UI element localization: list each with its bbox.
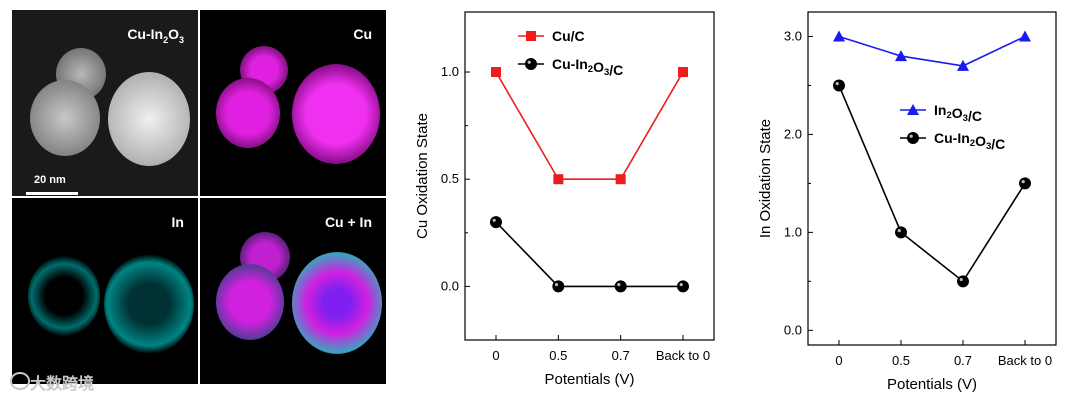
watermark-logo-icon — [10, 372, 30, 390]
cu-map-panel: Cu — [200, 10, 386, 196]
in-legend-1-marker — [908, 133, 919, 144]
in-legend-1-label: Cu-In2O3/C — [934, 130, 1005, 152]
in-series-1-point-1-highlight — [898, 229, 901, 232]
panel-label-in: In — [172, 214, 184, 230]
cu-series-1-point-3 — [678, 281, 689, 292]
in-series-1-point-0 — [834, 80, 845, 91]
in-ytick-label-1: 1.0 — [784, 224, 802, 239]
cu-ytick-label-1: 0.5 — [441, 171, 459, 186]
cu-xtick-label-3: Back to 0 — [656, 348, 710, 363]
watermark: 大数跨境 — [30, 370, 94, 394]
cu-legend-1-label: Cu-In2O3/C — [552, 56, 623, 78]
cu-legend-0-label: Cu/C — [552, 28, 585, 44]
cu-series-0-line — [496, 72, 683, 179]
panel-label-cu-plus-in: Cu + In — [325, 214, 372, 230]
in-series-1-point-3 — [1020, 178, 1031, 189]
in-legend-0-label: In2O3/C — [934, 102, 982, 124]
in-series-1-point-2-highlight — [960, 278, 963, 281]
cu-plot-frame — [465, 12, 714, 340]
scale-bar-label: 20 nm — [34, 174, 66, 186]
in-series-0-point-0 — [833, 30, 845, 41]
panel-label-cu-in2o3: Cu-In2O3 — [127, 26, 184, 45]
in-series-1-point-1 — [896, 227, 907, 238]
panel-label-cu: Cu — [353, 26, 372, 42]
cu-xtick-label-1: 0.5 — [549, 348, 567, 363]
in-xtick-label-2: 0.7 — [954, 353, 972, 368]
cu-ytick-label-0: 0.0 — [441, 278, 459, 293]
cu-oxidation-chart: 0.0 0.5 1.0 0 0.5 0.7 Back to 0 Potentials (V) C… — [400, 0, 730, 402]
cu-series-0-point-2 — [616, 174, 626, 184]
in-plot-frame — [808, 12, 1056, 345]
cu-series-0-point-3 — [678, 67, 688, 77]
cu-xtick-label-2: 0.7 — [612, 348, 630, 363]
in-xtick-label-1: 0.5 — [892, 353, 910, 368]
cu-xlabel: Potentials (V) — [544, 371, 634, 388]
in-xlabel: Potentials (V) — [887, 376, 977, 393]
in-xtick-label-0: 0 — [835, 353, 842, 368]
in-xtick-label-3: Back to 0 — [998, 353, 1052, 368]
in-map-panel: In — [12, 198, 198, 384]
in-oxidation-chart: 0.0 1.0 2.0 3.0 0 0.5 0.7 Back to 0 Potentials (… — [740, 0, 1080, 402]
in-series-1-line — [839, 85, 1025, 281]
cu-series-1-point-1 — [553, 281, 564, 292]
cu-series-1-point-2-highlight — [617, 283, 620, 286]
cu-legend-0-marker — [526, 31, 536, 41]
cu-series-1-line — [496, 222, 683, 286]
cu-legend-1-marker-highlight — [528, 61, 531, 64]
cu-series-0-point-0 — [491, 67, 501, 77]
cu-xtick-label-0: 0 — [492, 348, 499, 363]
in-ylabel: In Oxidation State — [757, 119, 774, 238]
in-ytick-label-0: 0.0 — [784, 322, 802, 337]
in-series-1-point-3-highlight — [1022, 180, 1025, 183]
in-ytick-label-2: 2.0 — [784, 126, 802, 141]
cu-series-1-point-0-highlight — [493, 219, 496, 222]
in-series-0-line — [839, 36, 1025, 65]
overlay-map-panel: Cu + In — [200, 198, 386, 384]
cu-legend-1-marker — [526, 59, 537, 70]
scale-bar — [26, 192, 78, 195]
cu-ylabel: Cu Oxidation State — [414, 113, 431, 239]
cu-series-1-point-3-highlight — [680, 283, 683, 286]
in-series-1-point-0-highlight — [836, 82, 839, 85]
cu-ytick-label-2: 1.0 — [441, 64, 459, 79]
in-series-1-point-2 — [958, 276, 969, 287]
haadf-panel: Cu-In2O3 20 nm — [12, 10, 198, 196]
in-legend-1-marker-highlight — [910, 135, 913, 138]
in-series-0-point-3 — [1019, 30, 1031, 41]
cu-series-0-point-1 — [553, 174, 563, 184]
in-ytick-label-3: 3.0 — [784, 28, 802, 43]
cu-series-1-point-0 — [491, 217, 502, 228]
cu-series-1-point-1-highlight — [555, 283, 558, 286]
cu-series-1-point-2 — [615, 281, 626, 292]
